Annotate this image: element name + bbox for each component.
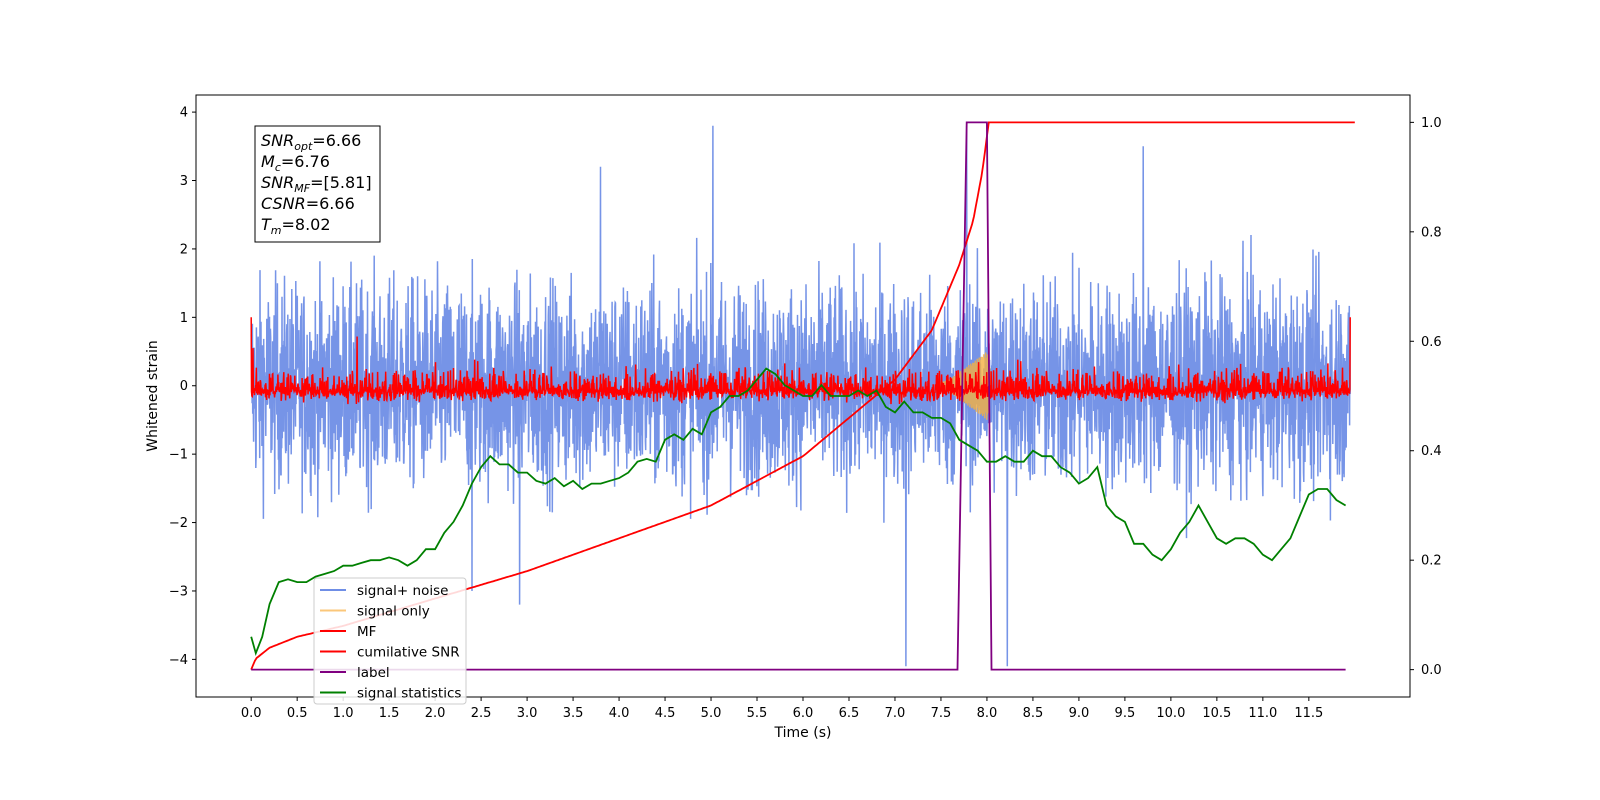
y-axis-left: −4 −3 −2 −1 0 1 2 3 4: [169, 106, 196, 668]
x-tick-label: 6.5: [839, 706, 860, 721]
x-tick-label: 3.0: [517, 706, 538, 721]
x-tick-label: 5.0: [701, 706, 722, 721]
annotation-line: SNRopt=6.66: [261, 131, 361, 153]
x-tick-label: 5.5: [747, 706, 768, 721]
y-tick-label: 0: [180, 379, 188, 394]
y-right-tick-label: 0.8: [1421, 225, 1442, 240]
annotation-line: Mc=6.76: [261, 152, 330, 174]
annotation-line: Tm=8.02: [261, 215, 331, 237]
y-tick-label: 2: [180, 242, 188, 257]
series-mf: [250, 317, 1351, 405]
y-tick-label: 1: [180, 311, 188, 326]
annotation-line: SNRMF=[5.81]: [261, 173, 372, 195]
legend-label: MF: [357, 624, 376, 640]
y-axis-right: 0.0 0.2 0.4 0.6 0.8 1.0: [1410, 116, 1442, 678]
x-axis-label: Time (s): [774, 725, 832, 741]
x-tick-label: 3.5: [563, 706, 584, 721]
y-right-tick-label: 0.4: [1421, 444, 1442, 459]
y-tick-label: −2: [169, 516, 188, 531]
y-right-tick-label: 0.0: [1421, 663, 1442, 678]
x-tick-label: 9.5: [1115, 706, 1136, 721]
x-tick-label: 4.5: [655, 706, 676, 721]
x-tick-label: 8.0: [977, 706, 998, 721]
y-right-tick-label: 1.0: [1421, 116, 1442, 131]
series-signal-statistics: [250, 367, 1347, 657]
annotation-box: [254, 125, 381, 243]
x-tick-label: 1.5: [379, 706, 400, 721]
legend-label: signal+ noise: [357, 583, 448, 599]
legend-label: label: [357, 665, 390, 681]
y-tick-label: −3: [169, 584, 188, 599]
x-tick-label: 10.5: [1202, 706, 1231, 721]
x-tick-label: 2.0: [425, 706, 446, 721]
y-tick-label: −1: [169, 448, 188, 463]
x-tick-label: 11.5: [1294, 706, 1323, 721]
legend-label: signal only: [357, 604, 430, 620]
y-tick-label: 4: [180, 106, 188, 121]
x-tick-label: 10.0: [1156, 706, 1185, 721]
legend-label: cumilative SNR: [357, 645, 460, 661]
x-axis: 0.0 0.5 1.0 1.5 2.0 2.5 3.0 3.5 4.0 4.5 5.0 5.5 6.0 6…: [241, 697, 1323, 721]
annotation-line: CSNR=6.66: [261, 194, 355, 213]
legend: signal+ noise signal only MF cumilative SNR…: [313, 577, 467, 705]
series-label: [251, 121, 1346, 671]
legend-label: signal statistics: [357, 686, 461, 702]
x-tick-label: 0.5: [287, 706, 308, 721]
x-tick-label: 2.5: [471, 706, 492, 721]
y-tick-label: −4: [169, 653, 188, 668]
x-tick-label: 6.0: [793, 706, 814, 721]
x-tick-label: 7.0: [885, 706, 906, 721]
x-tick-label: 8.5: [1023, 706, 1044, 721]
y-right-tick-label: 0.2: [1421, 554, 1442, 569]
x-tick-label: 11.0: [1248, 706, 1277, 721]
y-right-tick-label: 0.6: [1421, 335, 1442, 350]
legend-frame: [313, 577, 467, 705]
x-tick-label: 1.0: [333, 706, 354, 721]
y-tick-label: 3: [180, 174, 188, 189]
x-tick-label: 9.0: [1069, 706, 1090, 721]
x-tick-label: 0.0: [241, 706, 262, 721]
y-axis-label: Whitened strain: [145, 340, 161, 451]
x-tick-label: 7.5: [931, 706, 952, 721]
x-tick-label: 4.0: [609, 706, 630, 721]
